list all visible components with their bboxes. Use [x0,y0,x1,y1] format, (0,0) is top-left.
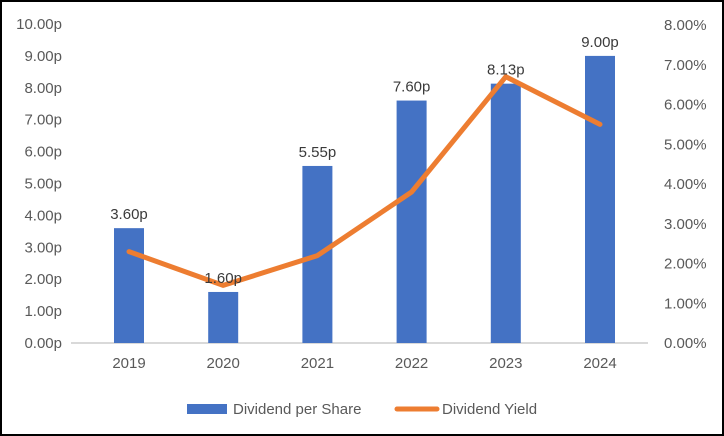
bar-2024 [585,55,615,344]
left-axis-tick-label: 6.00p [24,144,62,161]
right-axis-tick-label: 6.00% [664,97,707,114]
x-axis-category-label: 2022 [395,355,428,372]
x-axis-category-label: 2019 [112,355,145,372]
dividend-yield-line [126,74,603,288]
left-axis-tick-label: 7.00p [24,112,62,129]
bar-data-label: 5.55p [299,144,337,161]
left-axis-tick-label: 8.00p [24,80,62,97]
bar-data-label: 9.00p [581,34,619,51]
left-axis-tick-label: 3.00p [24,239,62,256]
right-axis-tick-label: 1.00% [664,295,707,312]
legend-label-dividend-per-share: Dividend per Share [233,401,361,418]
x-axis-category-label: 2024 [583,355,616,372]
right-axis-tick-label: 0.00% [664,335,707,352]
bar-data-label: 7.60p [393,79,431,96]
left-axis-tick-label: 2.00p [24,271,62,288]
right-axis-tick-label: 5.00% [664,136,707,153]
right-axis-tick-label: 3.00% [664,216,707,233]
left-axis-tick-label: 0.00p [24,335,62,352]
left-axis-tick-label: 5.00p [24,176,62,193]
bar-2020 [208,291,239,343]
left-axis-tick-label: 10.00p [16,16,62,33]
bar-data-label: 8.13p [487,62,525,79]
right-axis-tick-label: 7.00% [664,57,707,74]
right-axis-tick-label: 8.00% [664,17,707,34]
legend-swatch-dividend-per-share [187,404,227,414]
x-axis-category-label: 2020 [207,355,240,372]
left-axis-tick-label: 1.00p [24,303,62,320]
x-axis-category-label: 2023 [489,355,522,372]
bar-2023 [490,83,521,343]
left-axis-tick-label: 9.00p [24,48,62,65]
bar-2019 [114,228,144,343]
left-axis-tick-label: 4.00p [24,207,62,224]
right-axis-tick-label: 2.00% [664,256,707,273]
bar-data-label: 3.60p [110,206,148,223]
right-axis-tick-label: 4.00% [664,176,707,193]
bar-data-label: 1.60p [204,270,242,287]
legend-label-dividend-yield: Dividend Yield [442,401,537,418]
bar-2022 [396,100,427,343]
x-axis-category-label: 2021 [301,355,334,372]
